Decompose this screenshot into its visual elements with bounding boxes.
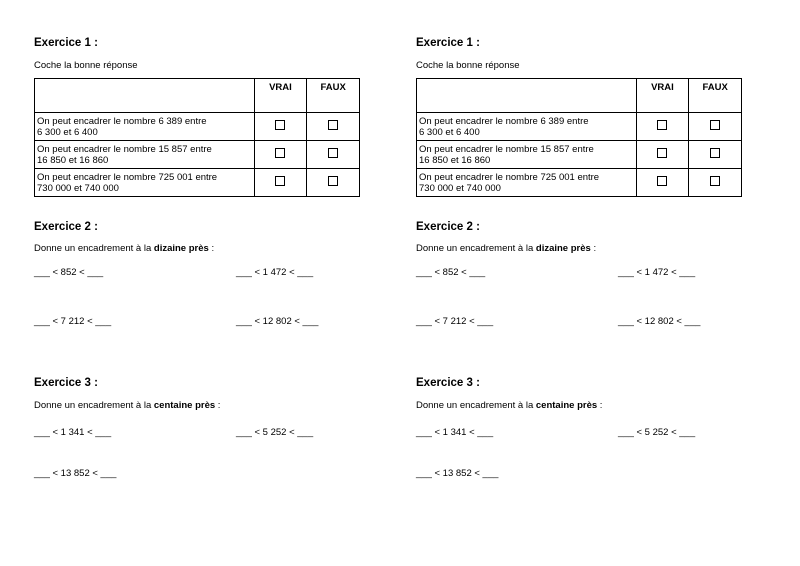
checkbox-vrai[interactable]	[657, 176, 668, 186]
inequality-item: ___ < 1 472 < ___	[236, 267, 314, 278]
exercise-1-title: Exercice 1 :	[416, 37, 480, 49]
inequality-item: ___ < 1 341 < ___	[34, 427, 112, 438]
table-row: On peut encadrer le nombre 6 389 entre 6 …	[416, 112, 742, 141]
exercise-2-instruction: Donne un encadrement à la dizaine près :	[34, 243, 215, 254]
inequality-item: ___ < 7 212 < ___	[34, 316, 112, 327]
inequality-item: ___ < 13 852 < ___	[416, 468, 499, 479]
exercise-3-title: Exercice 3 :	[34, 377, 98, 389]
exercise-2-title: Exercice 2 :	[34, 221, 98, 233]
header-vrai: VRAI	[253, 78, 308, 113]
inequality-item: ___ < 1 472 < ___	[618, 267, 696, 278]
table-row: On peut encadrer le nombre 15 857 entre 1…	[416, 140, 742, 169]
header-faux: FAUX	[688, 78, 742, 113]
exercise-3-instruction: Donne un encadrement à la centaine près …	[416, 400, 603, 411]
table-row: On peut encadrer le nombre 725 001 entre…	[34, 168, 360, 197]
checkbox-vrai[interactable]	[657, 148, 668, 158]
checkbox-faux[interactable]	[710, 120, 721, 130]
checkbox-faux[interactable]	[328, 120, 339, 130]
checkbox-faux[interactable]	[710, 148, 721, 158]
checkbox-faux[interactable]	[328, 148, 339, 158]
inequality-item: ___ < 7 212 < ___	[416, 316, 494, 327]
header-vrai: VRAI	[635, 78, 690, 113]
checkbox-vrai[interactable]	[657, 120, 668, 130]
inequality-item: ___ < 1 341 < ___	[416, 427, 494, 438]
exercise-1-title: Exercice 1 :	[34, 37, 98, 49]
checkbox-faux[interactable]	[710, 176, 721, 186]
checkbox-vrai[interactable]	[275, 120, 286, 130]
exercise-2-instruction: Donne un encadrement à la dizaine près :	[416, 243, 597, 254]
table-row: On peut encadrer le nombre 15 857 entre 1…	[34, 140, 360, 169]
inequality-item: ___ < 12 802 < ___	[618, 316, 701, 327]
exercise-1-instruction: Coche la bonne réponse	[34, 60, 138, 71]
inequality-item: ___ < 5 252 < ___	[236, 427, 314, 438]
inequality-item: ___ < 5 252 < ___	[618, 427, 696, 438]
header-faux: FAUX	[306, 78, 360, 113]
inequality-item: ___ < 852 < ___	[416, 267, 486, 278]
table-row: On peut encadrer le nombre 725 001 entre…	[416, 168, 742, 197]
exercise-1-instruction: Coche la bonne réponse	[416, 60, 520, 71]
inequality-item: ___ < 852 < ___	[34, 267, 104, 278]
true-false-table: VRAI FAUX On peut encadrer le nombre 6 38…	[34, 78, 360, 197]
checkbox-vrai[interactable]	[275, 176, 286, 186]
worksheet-right: Exercice 1 : Coche la bonne réponse VRAI…	[416, 0, 756, 566]
checkbox-vrai[interactable]	[275, 148, 286, 158]
true-false-table: VRAI FAUX On peut encadrer le nombre 6 38…	[416, 78, 742, 197]
worksheet-left: Exercice 1 : Coche la bonne réponse VRAI…	[34, 0, 374, 566]
inequality-item: ___ < 13 852 < ___	[34, 468, 117, 479]
exercise-3-instruction: Donne un encadrement à la centaine près …	[34, 400, 221, 411]
exercise-2-title: Exercice 2 :	[416, 221, 480, 233]
checkbox-faux[interactable]	[328, 176, 339, 186]
inequality-item: ___ < 12 802 < ___	[236, 316, 319, 327]
table-row: On peut encadrer le nombre 6 389 entre 6 …	[34, 112, 360, 141]
exercise-3-title: Exercice 3 :	[416, 377, 480, 389]
